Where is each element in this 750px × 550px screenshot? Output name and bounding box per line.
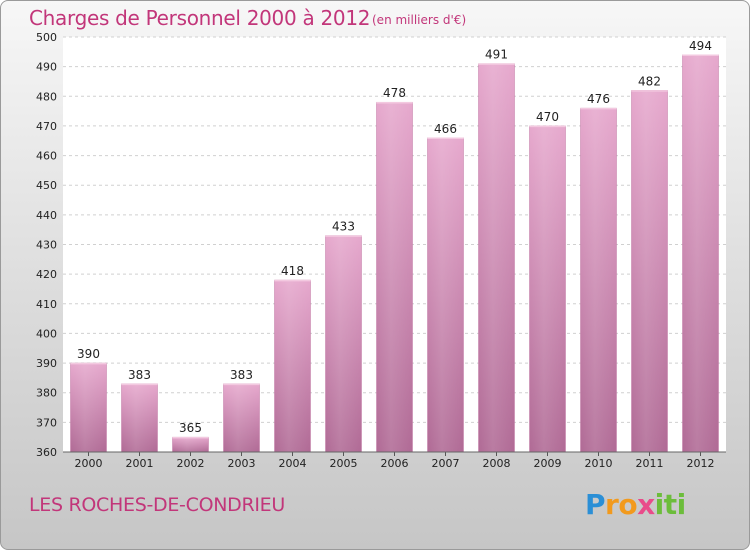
bar-highlight bbox=[376, 102, 413, 452]
y-tick-label: 410 bbox=[36, 298, 57, 311]
bar-highlight bbox=[274, 280, 311, 452]
bar-highlight bbox=[478, 63, 515, 453]
x-tick-label: 2004 bbox=[279, 457, 307, 470]
bar-highlight bbox=[172, 437, 209, 452]
y-tick-label: 400 bbox=[36, 327, 57, 340]
x-tick-label: 2007 bbox=[432, 457, 460, 470]
y-tick-label: 480 bbox=[36, 90, 57, 103]
bar-value-label: 494 bbox=[689, 39, 712, 53]
bar-value-label: 418 bbox=[281, 264, 304, 278]
bar-highlight bbox=[427, 137, 464, 453]
x-tick-label: 2012 bbox=[687, 457, 715, 470]
bar-value-label: 482 bbox=[638, 74, 661, 88]
x-tick-label: 2008 bbox=[483, 457, 511, 470]
bar-highlight bbox=[631, 90, 668, 452]
y-tick-label: 450 bbox=[36, 179, 57, 192]
chart-title: Charges de Personnel 2000 à 2012 bbox=[29, 6, 371, 30]
bar-highlight bbox=[580, 108, 617, 453]
y-tick-label: 390 bbox=[36, 357, 57, 370]
bar-value-label: 365 bbox=[179, 421, 202, 435]
y-tick-label: 460 bbox=[36, 150, 57, 163]
x-tick-label: 2001 bbox=[126, 457, 154, 470]
y-tick-label: 440 bbox=[36, 209, 57, 222]
commune-name: LES ROCHES-DE-CONDRIEU bbox=[29, 494, 285, 516]
logo-part: ro bbox=[605, 488, 638, 521]
x-tick-label: 2010 bbox=[585, 457, 613, 470]
bar-value-label: 383 bbox=[230, 368, 253, 382]
y-tick-label: 370 bbox=[36, 416, 57, 429]
y-tick-label: 360 bbox=[36, 446, 57, 459]
y-tick-label: 420 bbox=[36, 268, 57, 281]
logo-part: iti bbox=[654, 488, 687, 521]
bar-highlight bbox=[529, 125, 566, 452]
x-tick-label: 2006 bbox=[381, 457, 409, 470]
x-tick-label: 2003 bbox=[228, 457, 256, 470]
bar-value-label: 466 bbox=[434, 122, 457, 136]
bar-value-label: 470 bbox=[536, 110, 559, 124]
bar-value-label: 476 bbox=[587, 92, 610, 106]
unit-note: (en milliers d'€) bbox=[372, 13, 467, 27]
x-tick-label: 2000 bbox=[75, 457, 103, 470]
bar-value-label: 478 bbox=[383, 86, 406, 100]
bar-value-label: 390 bbox=[77, 347, 100, 361]
x-tick-label: 2011 bbox=[636, 457, 664, 470]
x-tick-label: 2009 bbox=[534, 457, 562, 470]
x-tick-label: 2005 bbox=[330, 457, 358, 470]
proxiti-logo: Proxiti bbox=[585, 488, 686, 521]
y-tick-label: 500 bbox=[36, 31, 57, 44]
logo-part: x bbox=[637, 488, 655, 521]
bar-value-label: 433 bbox=[332, 220, 355, 234]
bar-value-label: 383 bbox=[128, 368, 151, 382]
bar-highlight bbox=[70, 363, 107, 452]
logo-part: P bbox=[585, 488, 606, 521]
y-tick-label: 470 bbox=[36, 120, 57, 133]
bar-value-label: 491 bbox=[485, 48, 508, 62]
y-tick-label: 380 bbox=[36, 387, 57, 400]
bar-highlight bbox=[325, 235, 362, 452]
bar-highlight bbox=[223, 383, 260, 452]
y-tick-label: 430 bbox=[36, 239, 57, 252]
x-tick-label: 2002 bbox=[177, 457, 205, 470]
bar-highlight bbox=[121, 383, 158, 452]
y-tick-label: 490 bbox=[36, 61, 57, 74]
bar-highlight bbox=[682, 54, 719, 453]
